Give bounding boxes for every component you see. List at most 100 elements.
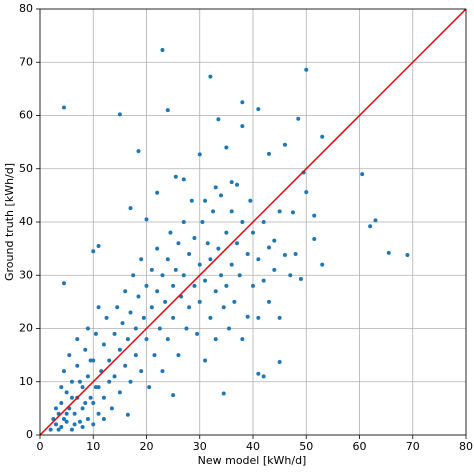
point [181, 220, 186, 224]
point [139, 257, 144, 262]
point [131, 273, 136, 278]
point [155, 289, 160, 294]
point [139, 369, 144, 374]
point [144, 217, 149, 222]
point [115, 305, 120, 310]
point [277, 315, 282, 320]
point [208, 257, 213, 262]
point [386, 250, 391, 255]
point [261, 220, 266, 224]
point [96, 243, 101, 248]
point [64, 390, 69, 395]
point [88, 358, 93, 363]
point [96, 305, 101, 310]
point [69, 379, 74, 384]
point [171, 393, 176, 398]
point [59, 385, 64, 390]
point [107, 358, 112, 363]
point [72, 411, 77, 416]
point [245, 251, 250, 256]
point [373, 218, 378, 223]
point [112, 331, 117, 336]
point [125, 412, 130, 417]
point [160, 48, 165, 53]
point [205, 241, 210, 246]
point [77, 379, 82, 384]
point [64, 411, 69, 416]
point [221, 391, 226, 396]
x-tick-label: 10 [86, 440, 100, 453]
y-tick-label: 80 [19, 2, 33, 15]
point [96, 411, 101, 416]
point [59, 401, 64, 406]
point [93, 385, 98, 390]
point [61, 281, 66, 286]
point [368, 224, 373, 229]
point [75, 337, 80, 342]
point [85, 374, 90, 379]
point [405, 253, 410, 258]
x-tick-label: 0 [37, 440, 44, 453]
point [229, 262, 234, 267]
point [171, 315, 176, 320]
point [91, 401, 96, 406]
point [69, 395, 74, 400]
point [256, 371, 261, 376]
point [91, 249, 96, 254]
point [85, 326, 90, 331]
point [147, 385, 152, 390]
point [203, 358, 208, 363]
point [293, 251, 298, 256]
y-tick-label: 70 [19, 55, 33, 68]
point [80, 425, 85, 430]
point [171, 283, 176, 288]
point [165, 257, 170, 262]
point [312, 213, 317, 218]
plot-frame [39, 8, 467, 436]
point [141, 315, 146, 320]
point [256, 107, 261, 112]
x-tick-label: 40 [246, 440, 260, 453]
x-tick-label: 50 [299, 440, 313, 453]
point [272, 238, 277, 243]
point [117, 112, 122, 117]
point [235, 182, 240, 187]
point [304, 190, 309, 195]
point [67, 353, 72, 358]
point [240, 100, 245, 105]
x-axis-label: New model [kWh/d] [198, 454, 307, 467]
point [203, 198, 208, 203]
point [232, 299, 237, 304]
y-tick-label: 0 [26, 428, 33, 441]
point [240, 124, 245, 129]
point [91, 422, 96, 427]
point [163, 299, 168, 304]
point [80, 406, 85, 411]
point [56, 427, 61, 432]
point [61, 105, 66, 110]
point [104, 315, 109, 320]
point [176, 241, 181, 246]
point [320, 262, 325, 267]
y-axis-label: Ground truth [kWh/d] [3, 163, 16, 281]
point [101, 395, 106, 400]
point [224, 230, 229, 235]
point [184, 326, 189, 331]
point [240, 337, 245, 342]
point [245, 314, 250, 319]
point [117, 347, 122, 352]
point [157, 326, 162, 331]
point [360, 172, 365, 177]
point [282, 253, 287, 258]
y-tick-label: 60 [19, 109, 33, 122]
point [128, 206, 133, 211]
point [160, 273, 165, 278]
point [237, 273, 242, 278]
point [221, 305, 226, 310]
point [77, 419, 82, 424]
point [133, 353, 138, 358]
point [227, 326, 232, 331]
point [61, 417, 66, 422]
point [109, 406, 114, 411]
y-tick-label: 30 [19, 268, 33, 281]
